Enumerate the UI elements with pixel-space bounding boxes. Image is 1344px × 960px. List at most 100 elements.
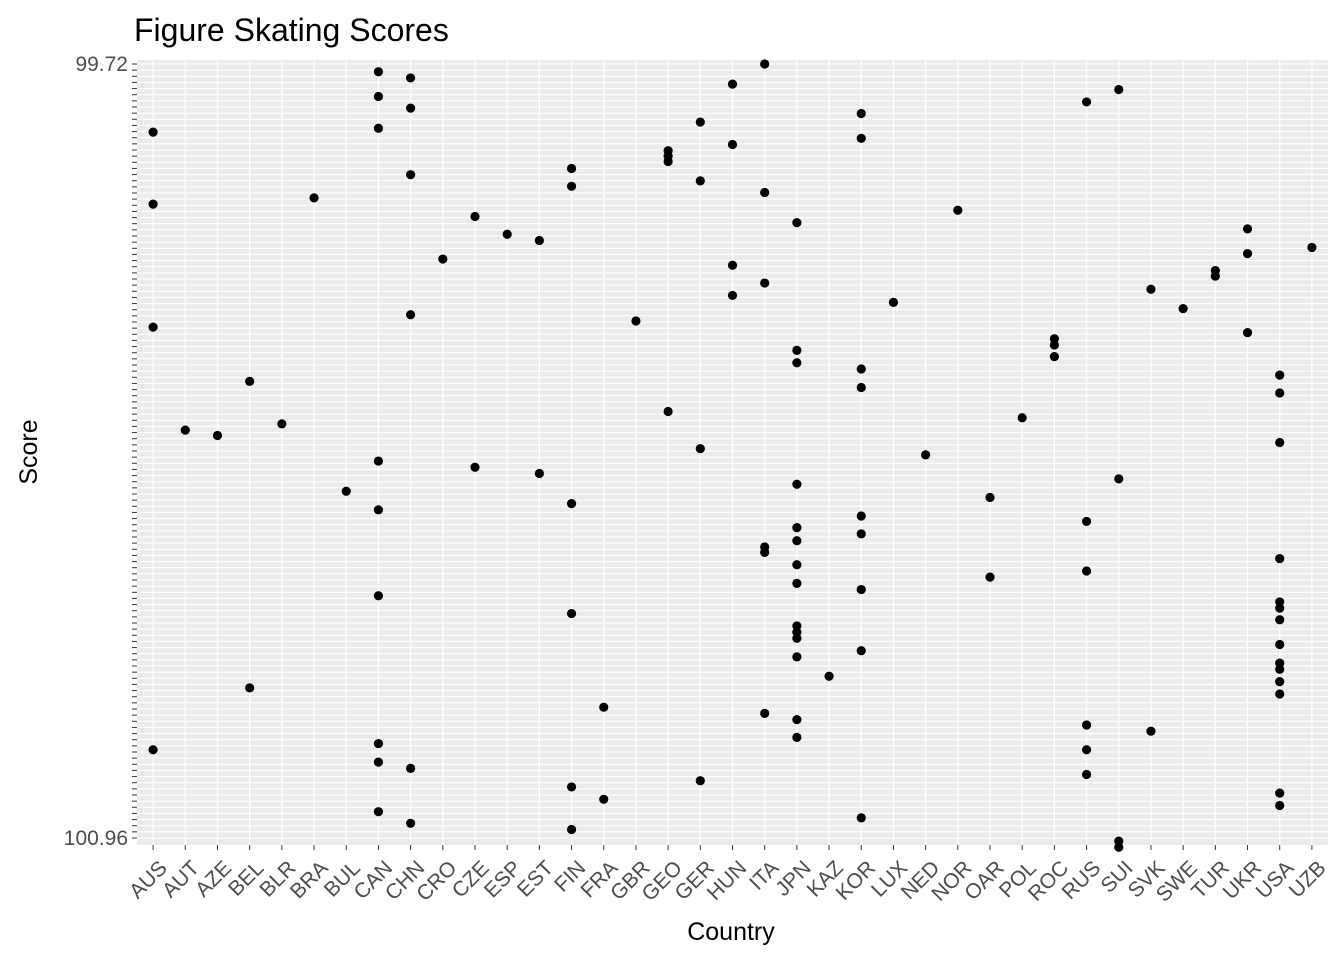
data-point-usa: [1275, 388, 1285, 398]
data-point-oar: [985, 492, 995, 503]
data-point-usa: [1275, 664, 1285, 674]
data-point-aus: [148, 127, 158, 137]
data-point-kor: [856, 511, 866, 521]
data-point-geo: [663, 156, 673, 167]
data-point-fin: [566, 499, 577, 509]
data-point-jpn: [792, 536, 802, 546]
data-point-kor: [856, 133, 866, 143]
data-point-fin: [566, 782, 577, 792]
data-point-kaz: [824, 671, 834, 681]
data-point-geo: [663, 406, 673, 417]
data-point-can: [373, 456, 384, 466]
data-point-can: [373, 67, 384, 77]
data-point-sui: [1114, 842, 1124, 852]
data-point-jpn: [792, 479, 802, 489]
data-point-ger: [695, 444, 705, 454]
data-point-aus: [148, 199, 158, 209]
data-point-kor: [856, 382, 866, 393]
data-point-ger: [695, 176, 705, 186]
data-point-usa: [1275, 689, 1285, 699]
data-point-ukr: [1242, 249, 1253, 259]
data-point-fra: [599, 702, 609, 712]
chart-title: Figure Skating Scores: [134, 12, 449, 48]
data-point-aut: [180, 425, 190, 435]
data-point-aus: [148, 322, 158, 332]
data-point-esp: [502, 229, 512, 239]
data-point-sui: [1114, 474, 1124, 484]
data-point-usa: [1275, 677, 1285, 687]
data-points: [148, 59, 1317, 852]
data-point-rus: [1081, 97, 1092, 107]
data-point-roc: [1049, 340, 1059, 350]
y-tick-label-top: 99.72: [75, 53, 128, 76]
data-point-jpn: [792, 523, 802, 533]
data-point-fin: [566, 163, 577, 174]
data-point-fin: [566, 608, 577, 619]
data-point-svk: [1146, 284, 1156, 294]
data-point-jpn: [792, 714, 802, 725]
data-point-cze: [470, 211, 480, 222]
data-point-jpn: [792, 578, 802, 588]
data-point-jpn: [792, 218, 802, 228]
data-point-aus: [148, 745, 158, 755]
data-point-usa: [1275, 437, 1285, 448]
data-point-chn: [406, 763, 416, 773]
data-point-chn: [406, 103, 416, 113]
data-point-fin: [566, 181, 577, 191]
data-point-jpn: [792, 358, 802, 368]
data-point-ita: [760, 59, 770, 69]
data-point-uzb: [1307, 242, 1317, 253]
data-point-can: [373, 807, 384, 817]
data-point-tur: [1210, 271, 1220, 281]
data-point-oar: [985, 572, 995, 582]
data-point-hun: [727, 260, 738, 270]
data-point-ukr: [1242, 224, 1253, 234]
data-point-cro: [438, 254, 448, 264]
data-point-rus: [1081, 720, 1092, 730]
data-point-can: [373, 591, 384, 601]
data-point-kor: [856, 813, 866, 823]
x-tick-label-hun: HUN: [703, 856, 751, 904]
data-point-usa: [1275, 553, 1285, 564]
data-point-est: [534, 468, 544, 479]
data-point-usa: [1275, 800, 1285, 811]
data-point-ger: [695, 776, 705, 786]
data-point-hun: [727, 290, 738, 301]
data-point-ita: [760, 278, 770, 288]
data-point-roc: [1049, 351, 1059, 362]
data-point-chn: [406, 310, 416, 320]
data-point-jpn: [792, 633, 802, 643]
y-tick-label-bottom: 100.96: [64, 827, 128, 850]
data-point-can: [373, 123, 384, 133]
data-point-kor: [856, 646, 866, 656]
data-point-gbr: [631, 316, 641, 326]
data-point-ita: [760, 187, 770, 198]
data-point-ger: [695, 117, 705, 127]
data-point-jpn: [792, 652, 802, 662]
data-point-bel: [245, 376, 255, 386]
data-point-kor: [856, 529, 866, 539]
data-point-fra: [599, 794, 609, 804]
data-point-can: [373, 505, 384, 515]
data-point-chn: [406, 73, 416, 83]
data-point-hun: [727, 139, 738, 150]
data-point-bul: [341, 486, 351, 496]
data-point-swe: [1178, 303, 1188, 314]
y-axis-title: Score: [15, 419, 43, 484]
data-point-ita: [760, 708, 770, 718]
data-point-fin: [566, 824, 577, 835]
data-point-usa: [1275, 615, 1285, 625]
data-point-rus: [1081, 769, 1092, 780]
data-point-svk: [1146, 726, 1156, 736]
data-point-blr: [277, 419, 287, 429]
data-point-aze: [212, 430, 223, 441]
data-point-ukr: [1242, 327, 1253, 338]
data-point-pol: [1017, 413, 1027, 423]
data-point-can: [373, 757, 384, 767]
data-point-sui: [1114, 84, 1124, 95]
data-point-kor: [856, 108, 866, 119]
data-point-rus: [1081, 566, 1092, 576]
data-point-kor: [856, 584, 866, 595]
data-point-usa: [1275, 639, 1285, 650]
data-point-usa: [1275, 370, 1285, 380]
